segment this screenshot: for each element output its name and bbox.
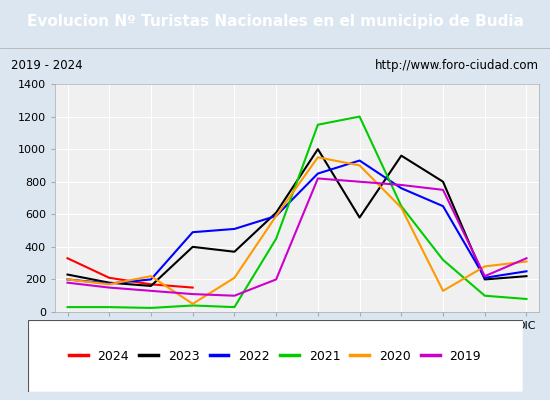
FancyBboxPatch shape bbox=[28, 320, 522, 392]
Text: Evolucion Nº Turistas Nacionales en el municipio de Budia: Evolucion Nº Turistas Nacionales en el m… bbox=[26, 14, 524, 29]
Legend: 2024, 2023, 2022, 2021, 2020, 2019: 2024, 2023, 2022, 2021, 2020, 2019 bbox=[64, 344, 486, 368]
Text: http://www.foro-ciudad.com: http://www.foro-ciudad.com bbox=[375, 59, 539, 72]
Text: 2019 - 2024: 2019 - 2024 bbox=[11, 59, 82, 72]
